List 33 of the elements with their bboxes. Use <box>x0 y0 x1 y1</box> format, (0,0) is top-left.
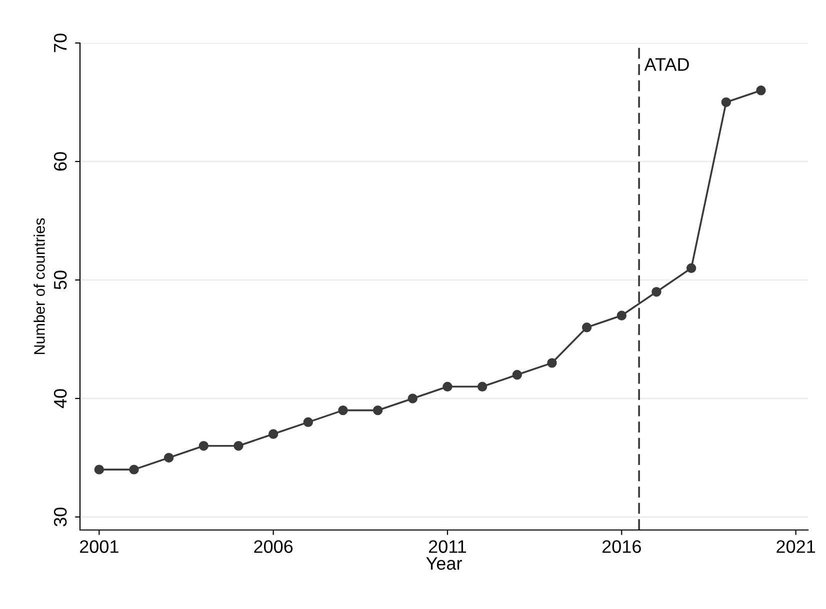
point <box>477 382 488 392</box>
point <box>268 429 278 439</box>
point <box>686 263 696 273</box>
y-axis-title: Number of countries <box>34 218 45 354</box>
point <box>408 394 418 404</box>
point <box>164 452 174 463</box>
point <box>372 405 383 416</box>
point <box>303 417 314 428</box>
point <box>129 464 139 474</box>
y-tick-label: 30 <box>54 508 67 526</box>
x-tick-label: 2016 <box>602 540 641 553</box>
point <box>547 358 557 368</box>
point <box>652 286 662 297</box>
ref-line-label: ATAD <box>644 58 689 71</box>
point <box>234 441 244 451</box>
y-tick-label: 60 <box>54 152 67 171</box>
point <box>721 97 732 108</box>
point <box>512 370 522 380</box>
x-tick-label: 2001 <box>80 540 118 553</box>
point <box>338 405 348 416</box>
point <box>756 86 766 96</box>
x-tick-label: 2006 <box>254 540 293 553</box>
x-axis-title: Year <box>426 557 462 570</box>
point <box>198 441 209 451</box>
y-tick-label: 50 <box>54 270 67 290</box>
point <box>442 382 452 392</box>
y-tick-label: 70 <box>54 34 67 52</box>
point <box>582 322 592 332</box>
point <box>616 310 627 320</box>
y-tick-label: 40 <box>54 389 67 408</box>
x-tick-label: 2011 <box>428 540 466 553</box>
point <box>94 464 104 474</box>
x-tick-label: 2021 <box>776 540 816 553</box>
